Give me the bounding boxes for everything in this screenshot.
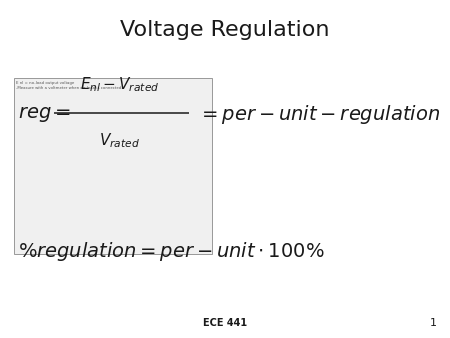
Text: Voltage Regulation: Voltage Regulation [120,20,330,40]
Text: E nl = no-load output voltage
-Measure with a voltmeter when no load is connecte: E nl = no-load output voltage -Measure w… [16,81,122,90]
Text: $= \mathit{per} - \mathit{unit} - \mathit{regulation}$: $= \mathit{per} - \mathit{unit} - \mathi… [198,103,440,126]
Text: $\mathit{\%regulation} = \mathit{per} - \mathit{unit} \cdot 100\%$: $\mathit{\%regulation} = \mathit{per} - … [18,240,324,263]
Text: ECE 441: ECE 441 [203,318,247,328]
FancyBboxPatch shape [14,78,211,254]
Text: $\mathit{E}_{nl} - \mathit{V}_{rated}$: $\mathit{E}_{nl} - \mathit{V}_{rated}$ [80,75,159,94]
Text: $\mathit{V}_{rated}$: $\mathit{V}_{rated}$ [99,131,140,150]
Text: $\mathit{reg} =$: $\mathit{reg} =$ [18,105,71,124]
Text: 1: 1 [429,318,436,328]
